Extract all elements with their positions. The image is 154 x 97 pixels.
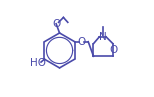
Text: O: O (110, 45, 118, 55)
Text: O: O (77, 37, 86, 47)
Text: N: N (99, 32, 107, 42)
Text: O: O (52, 19, 60, 29)
Text: HO: HO (30, 58, 46, 68)
